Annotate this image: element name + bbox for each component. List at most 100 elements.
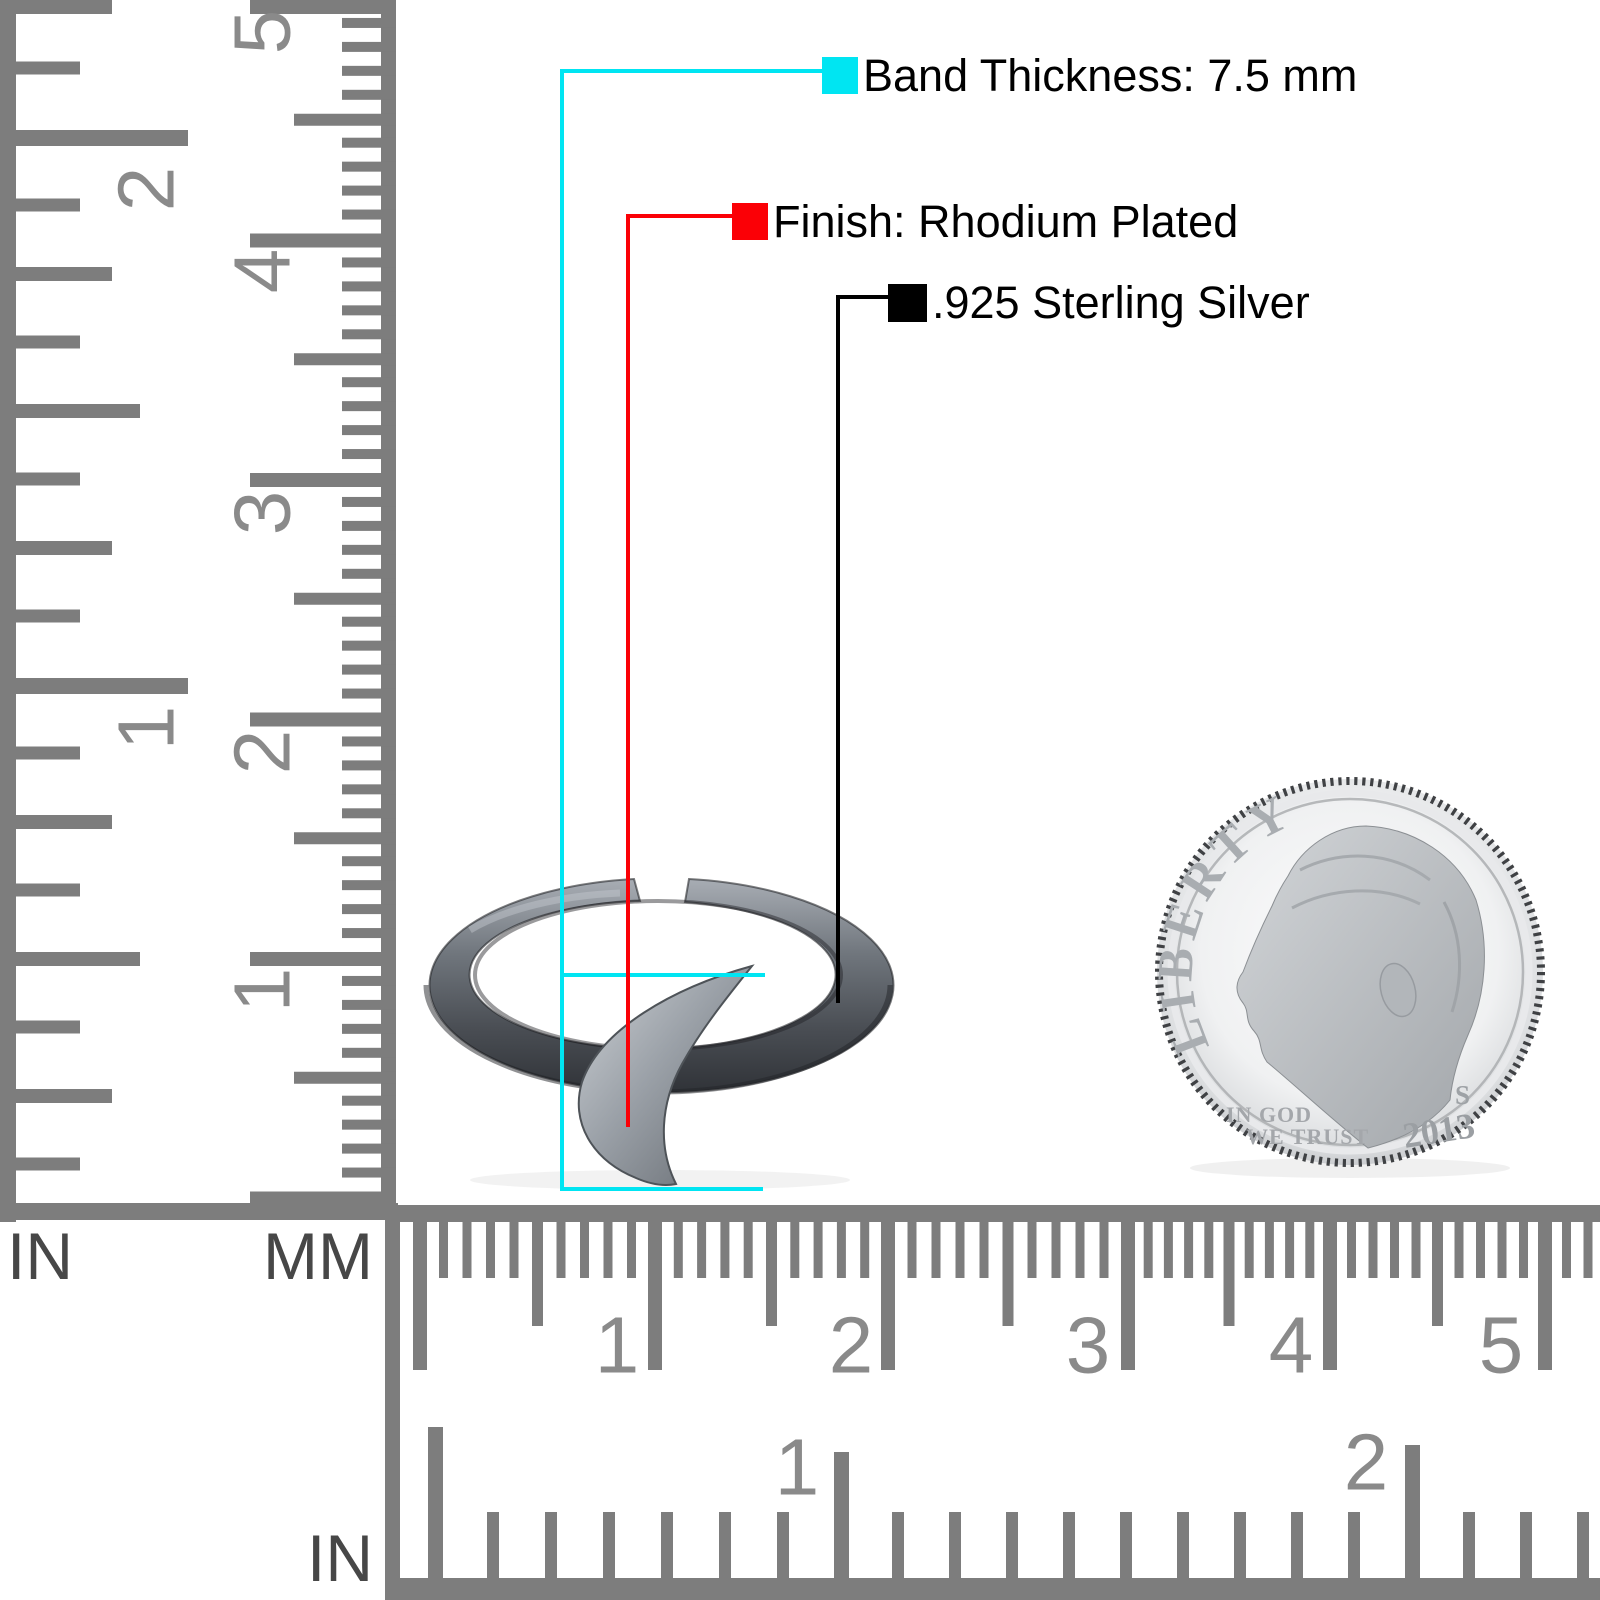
ruler-tick (790, 1222, 800, 1278)
ruler-tick (342, 401, 396, 412)
ruler-tick (16, 1020, 80, 1034)
ruler-tick (342, 17, 396, 28)
ruler-tick (486, 1222, 495, 1278)
ruler-tick (603, 1222, 613, 1278)
ruler-tick (1244, 1222, 1254, 1278)
ruler-tick (342, 377, 396, 388)
ruler-tick (719, 1512, 731, 1580)
ruler-tick (16, 815, 112, 829)
coin-rim-line (1175, 797, 1525, 1147)
ruler-tick (834, 1452, 849, 1580)
ruler-tick (1002, 1222, 1014, 1326)
ruler-tick (342, 137, 396, 148)
ruler-tick (1121, 1222, 1135, 1370)
ruler-tick (16, 883, 80, 897)
ruler-tick (813, 1222, 823, 1278)
ruler-tick (673, 1222, 683, 1278)
ruler-tick (342, 89, 396, 100)
ruler-tick (1285, 1222, 1295, 1278)
ruler-tick (1120, 1512, 1132, 1580)
ruler-tick (1099, 1222, 1109, 1278)
ruler-tick (16, 952, 140, 966)
left-ruler-mm-number: 5 (218, 10, 307, 55)
ruler-tick (907, 1222, 917, 1278)
ruler-tick (1538, 1222, 1552, 1370)
ruler-tick (294, 113, 396, 126)
ruler-tick (16, 1157, 80, 1171)
ruler-tick (342, 1119, 396, 1130)
ruler-tick (439, 1222, 448, 1278)
ruler-tick (16, 198, 80, 212)
ruler-tick (603, 1512, 615, 1580)
left-ruler-numbers: 5 4 3 2 1 2 1 IN MM (7, 10, 373, 1293)
ruler-tick (250, 473, 396, 487)
ruler-tick (1051, 1222, 1061, 1278)
ruler-tick (0, 1203, 398, 1220)
ruler-tick (294, 353, 396, 366)
ruler-tick (342, 305, 396, 316)
ruler-tick (1348, 1512, 1360, 1580)
left-ruler-mm-unit-label: MM (263, 1219, 373, 1293)
ruler-tick (342, 257, 396, 268)
ruler-tick (342, 425, 396, 436)
ruler-tick (16, 61, 80, 75)
ruler-tick (342, 520, 396, 531)
ruler-tick (250, 712, 396, 727)
band-thickness-label: Band Thickness: 7.5 mm (863, 50, 1358, 101)
coin-rim (1167, 789, 1533, 1155)
bottom-ruler-numbers: 1 2 3 4 5 1 2 IN (307, 1301, 1523, 1596)
ruler-tick (1583, 1222, 1593, 1278)
ruler-tick (1497, 1222, 1507, 1278)
ruler-tick (342, 1167, 396, 1178)
ruler-tick (342, 904, 396, 915)
cyan-swatch-icon (822, 57, 858, 95)
ruler-tick (16, 335, 80, 349)
ruler-tick (777, 1512, 789, 1580)
ring-band-highlight (468, 889, 621, 934)
ruler-tick (955, 1222, 965, 1278)
red-swatch-icon (732, 203, 768, 241)
ruler-tick (1454, 1222, 1464, 1278)
ruler-tick (545, 1512, 557, 1580)
bottom-ruler-mm-number: 2 (829, 1301, 874, 1390)
ruler-tick (342, 1047, 396, 1058)
bottom-ruler-inch-unit-label: IN (307, 1521, 373, 1595)
left-ruler-mm-number: 3 (218, 491, 307, 536)
ruler-tick (1463, 1512, 1475, 1580)
ruler-tick (342, 760, 396, 771)
finish-label: Finish: Rhodium Plated (773, 196, 1239, 247)
motto-line2: WE TRUST (1246, 1124, 1369, 1149)
ruler-tick (720, 1222, 730, 1278)
ruler-tick (342, 856, 396, 867)
ruler-tick (1577, 1512, 1589, 1580)
ruler-tick (342, 544, 396, 555)
ruler-tick (342, 65, 396, 76)
finish-callout: Finish: Rhodium Plated (732, 198, 1238, 245)
ruler-tick (385, 1205, 1600, 1222)
ruler-tick (294, 1071, 396, 1084)
ruler-tick (16, 541, 112, 555)
ruler-tick (697, 1222, 707, 1278)
ruler-tick (342, 808, 396, 819)
annotation-lines (560, 69, 888, 1191)
ruler-tick (342, 999, 396, 1010)
ruler-tick (1476, 1222, 1485, 1278)
ruler-tick (342, 329, 396, 340)
ruler-tick (892, 1512, 904, 1580)
ruler-tick (342, 161, 396, 172)
left-ruler-mm-number: 1 (218, 968, 307, 1013)
ruler-tick (250, 952, 396, 966)
ruler-tick (1347, 1222, 1356, 1278)
bottom-ruler-mm-number: 3 (1066, 1301, 1111, 1390)
ruler-tick (385, 1578, 1600, 1600)
ruler-tick (342, 640, 396, 651)
ruler-tick (1291, 1512, 1303, 1580)
ruler-tick (342, 736, 396, 747)
ruler-tick (16, 267, 112, 281)
ruler-tick (881, 1222, 895, 1370)
bottom-ruler-in-number: 1 (775, 1423, 820, 1512)
left-ruler (0, 0, 398, 1222)
ruler-tick (16, 130, 188, 146)
ruler-tick (487, 1512, 499, 1580)
ruler-tick (342, 928, 396, 939)
